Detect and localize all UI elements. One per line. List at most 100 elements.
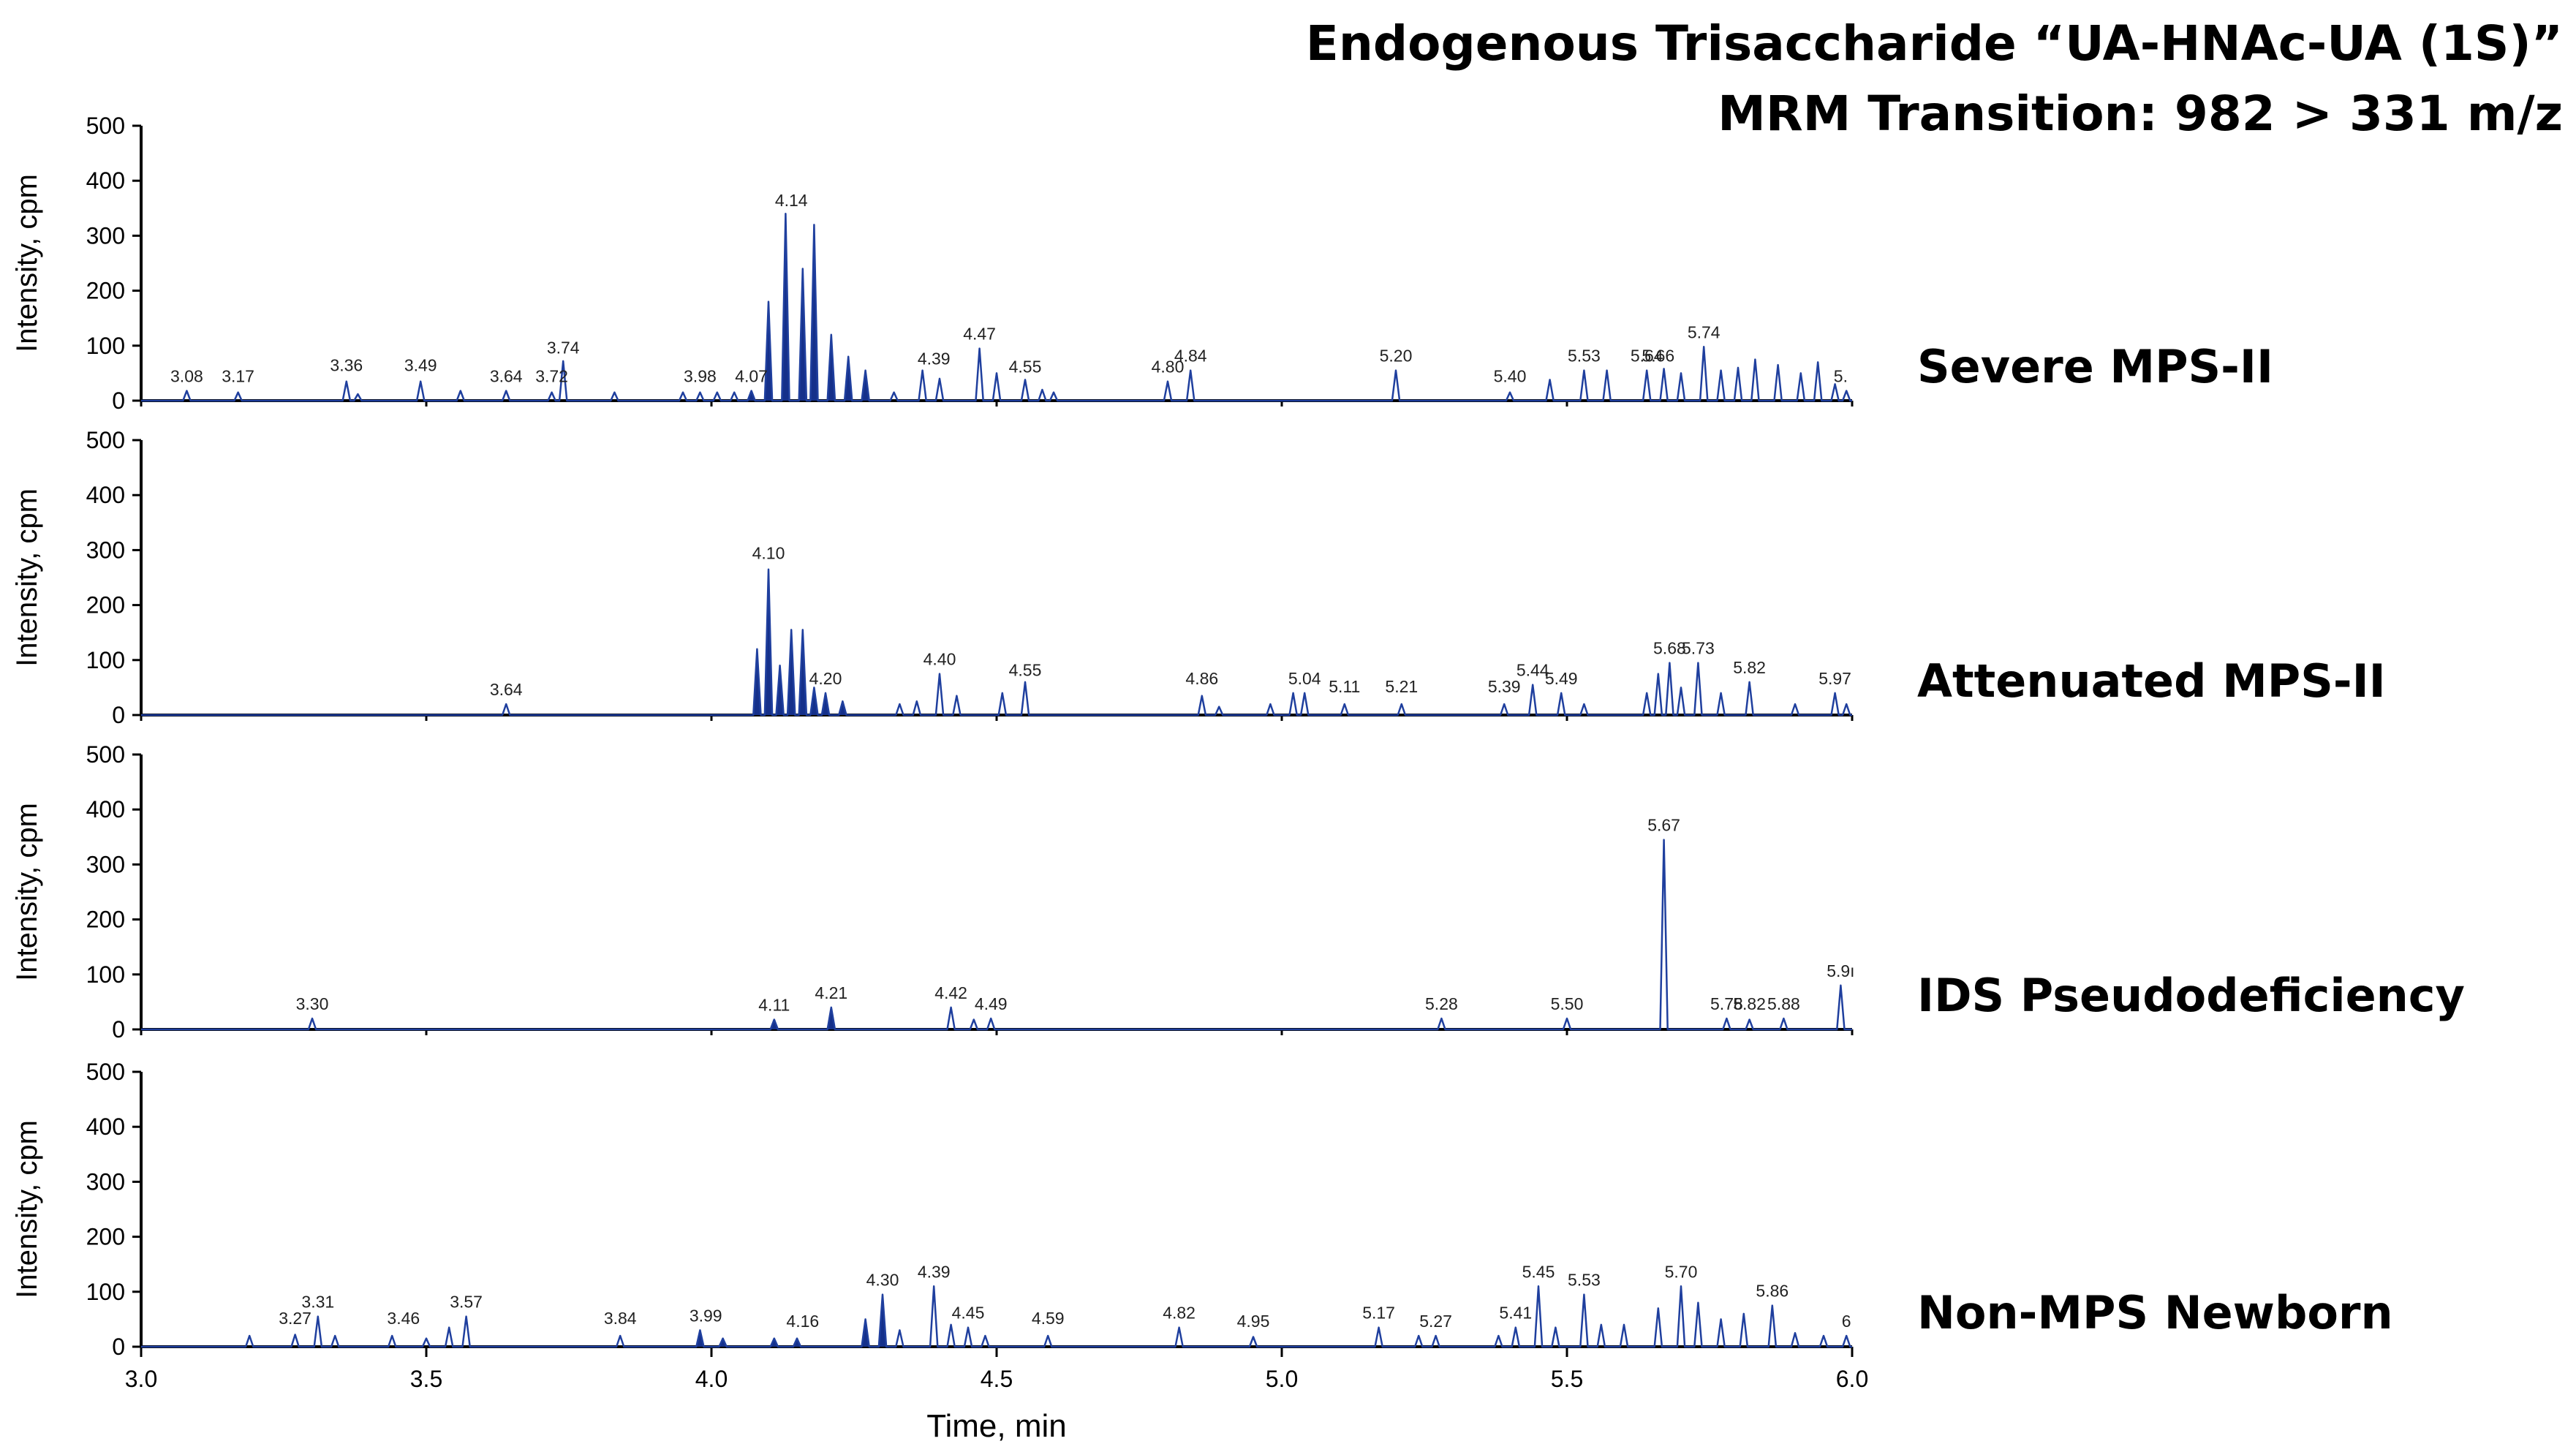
chromatogram-trace bbox=[141, 839, 1852, 1031]
peak-label: 3.46 bbox=[387, 1309, 420, 1328]
filled-peak-area bbox=[688, 1330, 729, 1347]
peak-label: 3.30 bbox=[296, 994, 329, 1013]
peak-label: 4.49 bbox=[975, 994, 1008, 1013]
peak-label: 4.86 bbox=[1185, 669, 1218, 688]
filled-peak-area bbox=[763, 1019, 786, 1029]
peak-label: 4.39 bbox=[918, 349, 951, 368]
peak-label: 5.78 bbox=[1710, 994, 1743, 1013]
y-axis-label: Intensity, cpm bbox=[11, 1120, 43, 1298]
peak-label: 4.10 bbox=[752, 543, 785, 562]
y-tick-label: 400 bbox=[86, 796, 125, 823]
peak-label: 3.64 bbox=[490, 366, 523, 385]
y-tick-label: 200 bbox=[86, 1224, 125, 1250]
y-tick-label: 100 bbox=[86, 1279, 125, 1305]
peak-label: 4.55 bbox=[1009, 358, 1042, 377]
peak-label: 5.49 bbox=[1545, 669, 1578, 688]
peak-label: 5.68 bbox=[1653, 639, 1686, 658]
peak-label: 4.42 bbox=[934, 983, 967, 1002]
x-tick-label: 5.5 bbox=[1551, 1366, 1583, 1392]
y-tick-label: 300 bbox=[86, 851, 125, 877]
y-tick-label: 0 bbox=[112, 1334, 125, 1360]
peak-label: 3.31 bbox=[301, 1293, 334, 1312]
y-tick-label: 0 bbox=[112, 702, 125, 728]
peak-label: 3.17 bbox=[222, 366, 254, 385]
chromatogram-trace bbox=[141, 1285, 1852, 1348]
peak-label: 4.80 bbox=[1152, 358, 1185, 377]
peak-label: 5.88 bbox=[1767, 994, 1800, 1013]
y-tick-label: 500 bbox=[86, 741, 125, 768]
peak-label: 3.27 bbox=[279, 1309, 311, 1328]
peak-label: 3.72 bbox=[535, 366, 568, 385]
y-tick-label: 200 bbox=[86, 278, 125, 304]
x-axis-label: Time, min bbox=[926, 1408, 1067, 1444]
peak-label: 4.47 bbox=[963, 325, 996, 344]
y-tick-label: 0 bbox=[112, 387, 125, 414]
peak-label: 5.50 bbox=[1551, 994, 1584, 1013]
peak-label: 5. bbox=[1834, 366, 1848, 385]
filled-peak-area bbox=[820, 1007, 843, 1029]
peak-label: 4.07 bbox=[735, 366, 768, 385]
peak-label: 5.40 bbox=[1494, 366, 1527, 385]
y-tick-label: 300 bbox=[86, 1168, 125, 1195]
y-tick-label: 500 bbox=[86, 113, 125, 139]
peak-label: 5.39 bbox=[1488, 677, 1521, 696]
peak-label: 3.98 bbox=[684, 366, 717, 385]
peak-label: 4.21 bbox=[815, 983, 847, 1002]
y-tick-label: 500 bbox=[86, 1059, 125, 1085]
panel-label: Attenuated MPS-II bbox=[1917, 654, 2386, 708]
panel-label: IDS Pseudodeficiency bbox=[1917, 969, 2465, 1022]
peak-label: 5.45 bbox=[1522, 1262, 1555, 1281]
y-tick-label: 200 bbox=[86, 907, 125, 933]
filled-peak-area bbox=[768, 1338, 809, 1347]
peak-label: 3.74 bbox=[547, 338, 580, 357]
peak-label: 3.08 bbox=[170, 366, 203, 385]
peak-label: 4.82 bbox=[1163, 1304, 1196, 1323]
peak-label: 4.20 bbox=[809, 669, 842, 688]
peak-label: 3.99 bbox=[690, 1306, 722, 1325]
peak-label: 3.49 bbox=[404, 355, 437, 374]
x-tick-label: 5.0 bbox=[1266, 1366, 1298, 1392]
y-tick-label: 400 bbox=[86, 1113, 125, 1140]
chart-title-line2: MRM Transition: 982 > 331 m/z bbox=[1718, 86, 2563, 142]
peak-label: 4.40 bbox=[923, 650, 956, 669]
y-tick-label: 400 bbox=[86, 167, 125, 194]
peak-label: 5.64 bbox=[1631, 347, 1663, 366]
peak-label: 5.74 bbox=[1688, 322, 1721, 341]
peak-label: 4.11 bbox=[758, 995, 790, 1014]
peak-label: 5.53 bbox=[1568, 1271, 1601, 1290]
y-tick-label: 200 bbox=[86, 592, 125, 619]
peak-label: 5.86 bbox=[1756, 1282, 1789, 1301]
peak-label: 4.59 bbox=[1032, 1309, 1065, 1328]
peak-label: 5.44 bbox=[1516, 661, 1549, 680]
peak-label: 5.53 bbox=[1568, 347, 1601, 366]
peak-label: 5.82 bbox=[1733, 994, 1766, 1013]
peak-label: 6 bbox=[1842, 1312, 1851, 1331]
chart-title-line1: Endogenous Trisaccharide “UA-HNAc-UA (1S… bbox=[1306, 15, 2563, 72]
y-axis-label: Intensity, cpm bbox=[11, 803, 43, 981]
peak-label: 4.95 bbox=[1237, 1312, 1270, 1331]
peak-label: 5.9ı bbox=[1827, 961, 1854, 980]
peak-label: 4.30 bbox=[866, 1271, 899, 1290]
panel-label: Non-MPS Newborn bbox=[1917, 1286, 2393, 1339]
peak-label: 4.16 bbox=[786, 1312, 819, 1331]
peak-label: 5.27 bbox=[1419, 1312, 1452, 1331]
peak-label: 3.36 bbox=[330, 355, 363, 374]
peak-label: 5.04 bbox=[1288, 669, 1321, 688]
peak-label: 5.17 bbox=[1362, 1304, 1395, 1323]
peak-label: 5.67 bbox=[1647, 816, 1680, 835]
x-tick-label: 4.0 bbox=[695, 1366, 728, 1392]
peak-label: 5.73 bbox=[1682, 639, 1715, 658]
chromatogram-trace bbox=[141, 568, 1852, 716]
filled-peak-area bbox=[854, 1294, 894, 1347]
peak-label: 5.82 bbox=[1733, 658, 1766, 677]
y-axis-label: Intensity, cpm bbox=[11, 174, 43, 352]
peak-label: 3.57 bbox=[450, 1293, 483, 1312]
peak-label: 5.28 bbox=[1425, 994, 1458, 1013]
x-tick-label: 3.5 bbox=[410, 1366, 442, 1392]
peak-label: 3.64 bbox=[490, 680, 523, 699]
y-tick-label: 100 bbox=[86, 333, 125, 359]
x-tick-label: 4.5 bbox=[981, 1366, 1013, 1392]
peak-label: 4.14 bbox=[775, 191, 808, 210]
peak-label: 4.45 bbox=[952, 1304, 985, 1323]
